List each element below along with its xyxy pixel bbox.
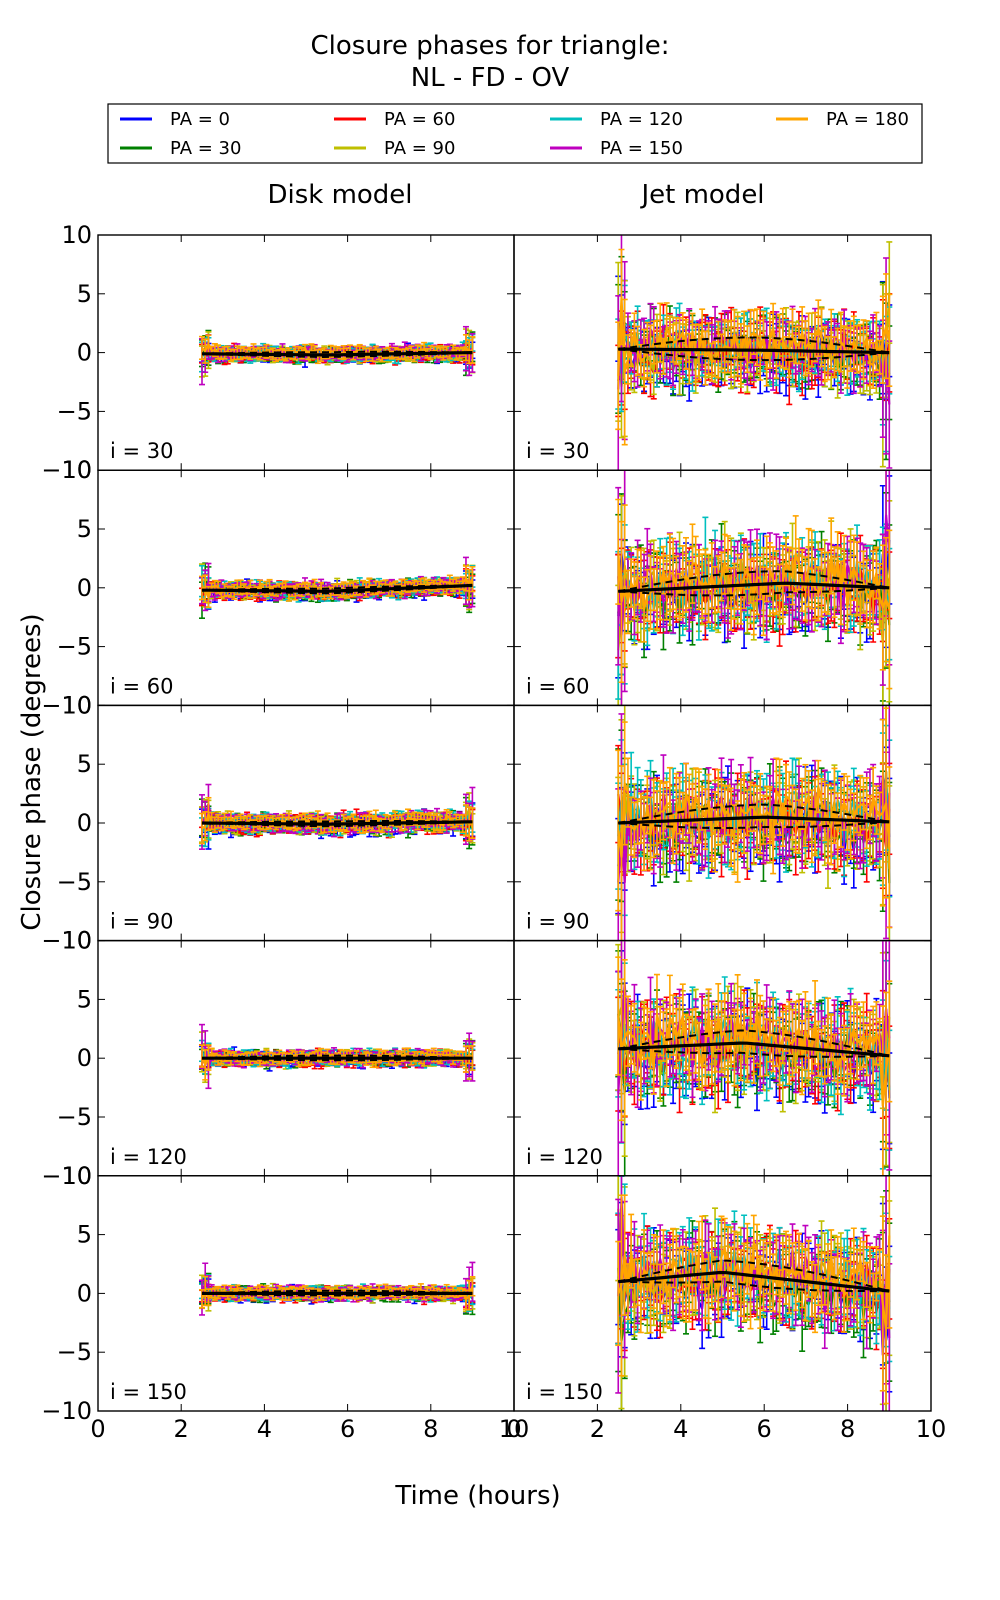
model-dashed-line — [201, 350, 473, 355]
y-tick-label: −10 — [41, 456, 92, 484]
y-tick-label: 5 — [77, 280, 92, 308]
y-tick-label: −5 — [57, 397, 92, 425]
model-dashed-line — [618, 348, 890, 362]
plot-area — [199, 556, 476, 620]
subplot: i = 30 — [513, 234, 932, 471]
plot-area — [199, 325, 476, 386]
legend-label: PA = 120 — [600, 109, 683, 130]
legend: PA = 0 PA = 60 PA = 120 PA = 180 PA = 30 PA =… — [107, 103, 923, 164]
model-trend-line — [202, 351, 473, 357]
inclination-label: i = 30 — [110, 439, 174, 463]
subplot: −10 −5 0 5 10 i = 30 — [41, 221, 515, 484]
legend-label: PA = 180 — [826, 109, 909, 130]
model-dashed-line — [618, 336, 890, 354]
model-trend-line — [618, 347, 890, 355]
legend-label: PA = 90 — [384, 138, 455, 159]
figure-title-line1: Closure phases for triangle: — [311, 31, 670, 61]
legend-label: PA = 0 — [170, 109, 230, 130]
y-tick-label: 10 — [61, 221, 92, 249]
column-title-jet: Jet model — [639, 180, 764, 210]
legend-label: PA = 150 — [600, 138, 683, 159]
legend-label: PA = 60 — [384, 109, 455, 130]
figure-title-line2: NL - FD - OV — [411, 63, 570, 93]
plot-area — [615, 235, 893, 471]
model-dashed-line — [201, 351, 473, 359]
column-title-disk: Disk model — [267, 180, 412, 210]
legend-label: PA = 30 — [170, 138, 241, 159]
inclination-label: i = 30 — [526, 439, 590, 463]
series-line — [617, 296, 891, 376]
legend-frame — [107, 103, 923, 164]
y-tick-label: 0 — [77, 339, 92, 367]
